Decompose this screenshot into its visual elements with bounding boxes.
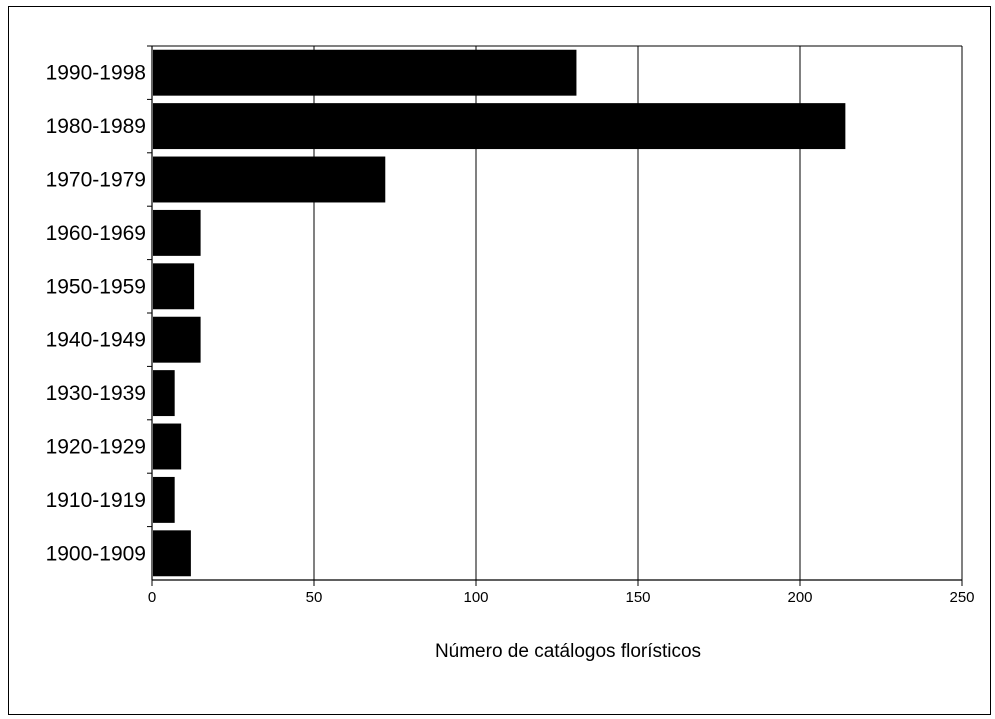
bar: [153, 530, 191, 577]
bar: [153, 423, 182, 470]
y-category-label: 1940-1949: [46, 329, 146, 352]
y-category-label: 1950-1959: [46, 275, 146, 298]
x-tick-label: 150: [625, 589, 650, 606]
y-category-label: 1920-1929: [46, 436, 146, 459]
y-category-label: 1960-1969: [46, 222, 146, 245]
y-category-label: 1980-1989: [46, 115, 146, 138]
x-tick-label: 0: [148, 589, 156, 606]
axes: [147, 45, 963, 586]
y-category-label: 1910-1919: [46, 489, 146, 512]
y-category-label: 1930-1939: [46, 382, 146, 405]
x-tick-label: 100: [463, 589, 488, 606]
y-category-label: 1990-1998: [46, 62, 146, 85]
bar: [153, 476, 175, 523]
bar: [153, 156, 386, 203]
bar: [153, 49, 577, 96]
x-tick-label: 250: [949, 589, 974, 606]
x-tick-labels: 0 50 100 150 200 250: [148, 589, 975, 606]
bar: [153, 209, 201, 256]
x-tick-label: 50: [306, 589, 323, 606]
y-category-label: 1900-1909: [46, 542, 146, 565]
x-axis-title: Número de catálogos florísticos: [435, 641, 701, 662]
bars: [153, 49, 846, 577]
bar: [153, 370, 175, 417]
bar: [153, 263, 195, 310]
y-category-label: 1970-1979: [46, 169, 146, 192]
category-labels: 1990-1998 1980-1989 1970-1979 1960-1969 1950…: [46, 62, 146, 566]
bar: [153, 103, 846, 150]
bar: [153, 316, 201, 363]
x-tick-label: 200: [787, 589, 812, 606]
